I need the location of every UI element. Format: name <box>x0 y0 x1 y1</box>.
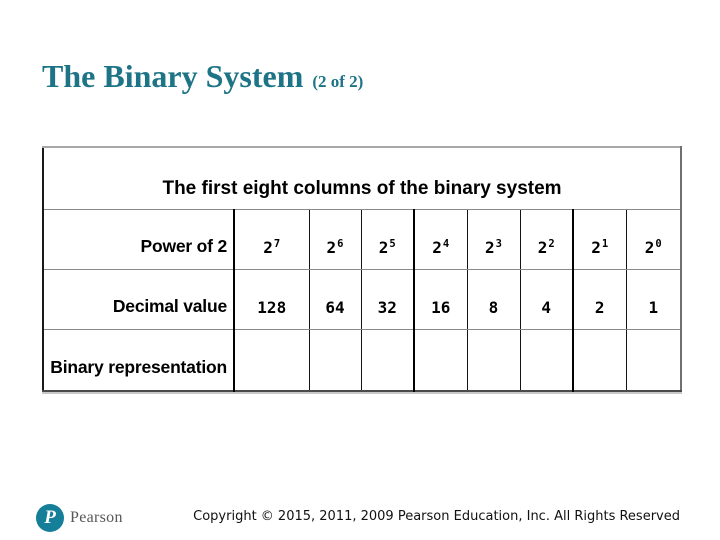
row-label-binary: Binary representation <box>43 329 235 391</box>
decimal-cell: 1 <box>626 269 682 330</box>
decimal-cell: 2 <box>573 269 627 330</box>
power-exponent: 3 <box>495 237 502 250</box>
power-exponent: 4 <box>442 237 450 250</box>
pearson-logo-letter: P <box>44 506 56 528</box>
power-exponent: 0 <box>655 237 662 250</box>
power-base: 2 <box>537 237 548 257</box>
power-cell: 22 <box>520 209 574 270</box>
power-cell: 24 <box>414 209 468 270</box>
power-exponent: 1 <box>601 237 609 250</box>
pearson-logo: P Pearson <box>36 504 123 532</box>
power-cell: 27 <box>234 209 310 270</box>
binary-cell <box>626 329 681 391</box>
decimal-row: Decimal value 128 64 32 16 8 4 2 1 <box>43 269 682 330</box>
power-exponent: 2 <box>548 237 555 250</box>
power-exponent: 6 <box>337 237 344 250</box>
power-base: 2 <box>378 237 389 257</box>
binary-row: Binary representation <box>43 329 681 391</box>
decimal-cell: 8 <box>467 269 521 330</box>
decimal-cell: 128 <box>234 269 310 330</box>
binary-system-table: The first eight columns of the binary sy… <box>42 146 683 392</box>
row-label-power: Power of 2 <box>43 209 235 270</box>
copyright-text: Copyright © 2015, 2011, 2009 Pearson Edu… <box>193 509 680 524</box>
power-row: Power of 2 27 26 25 24 23 22 21 20 <box>43 209 682 270</box>
power-cell: 20 <box>626 209 682 270</box>
slide-title-row: The Binary System (2 of 2) <box>42 58 363 94</box>
power-exponent: 7 <box>273 237 281 250</box>
power-base: 2 <box>644 237 655 257</box>
table-header-row: The first eight columns of the binary sy… <box>43 147 682 210</box>
binary-cell <box>414 329 468 391</box>
binary-cell <box>573 329 627 391</box>
power-base: 2 <box>326 237 337 257</box>
power-cell: 23 <box>467 209 521 270</box>
pearson-logo-icon: P <box>36 504 64 532</box>
binary-cell <box>309 329 362 391</box>
page-title: The Binary System <box>42 58 304 94</box>
power-base: 2 <box>432 237 442 257</box>
table-title: The first eight columns of the binary sy… <box>43 147 682 210</box>
binary-cell <box>234 329 310 391</box>
power-exponent: 5 <box>389 237 396 250</box>
binary-cell <box>520 329 574 391</box>
decimal-cell: 4 <box>520 269 574 330</box>
power-base: 2 <box>263 237 273 257</box>
binary-cell <box>467 329 521 391</box>
row-label-decimal: Decimal value <box>43 269 235 330</box>
decimal-cell: 16 <box>414 269 468 330</box>
decimal-cell: 64 <box>309 269 362 330</box>
power-cell: 26 <box>309 209 362 270</box>
power-cell: 25 <box>361 209 415 270</box>
pearson-wordmark: Pearson <box>70 509 123 526</box>
power-base: 2 <box>485 237 495 257</box>
power-base: 2 <box>591 237 601 257</box>
binary-cell <box>361 329 415 391</box>
power-cell: 21 <box>573 209 627 270</box>
page-title-suffix: (2 of 2) <box>312 72 364 91</box>
decimal-cell: 32 <box>361 269 415 330</box>
